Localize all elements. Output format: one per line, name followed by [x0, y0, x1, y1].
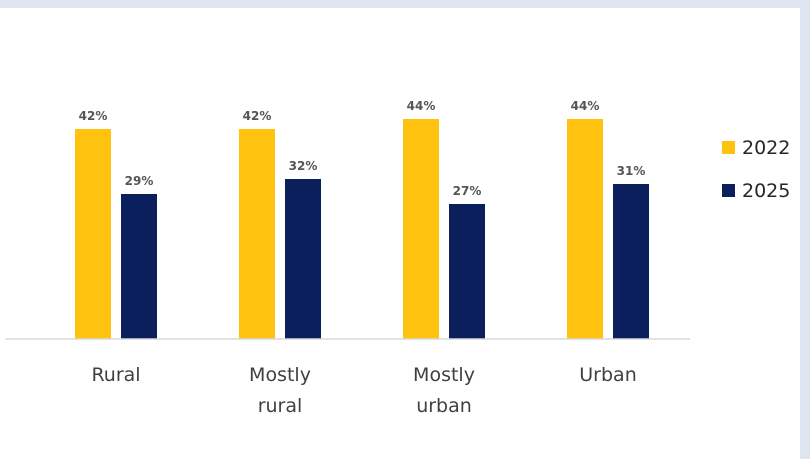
bar-2025-0: [121, 194, 157, 339]
data-label-2025-0: 29%: [125, 174, 154, 188]
legend-label-2022: 2022: [742, 137, 790, 159]
legend-swatch-2022: [722, 141, 735, 154]
bar-2025-3: [613, 184, 649, 339]
data-label-2025-3: 31%: [617, 164, 646, 178]
data-label-2025-1: 32%: [289, 159, 318, 173]
bar-2022-2: [403, 119, 439, 339]
category-label-2-1: urban: [416, 395, 472, 417]
bar-2022-1: [239, 129, 275, 339]
chart-frame: 42% 29% Rural 42% 32% Mostly rural 44% 27% Mostly…: [0, 8, 800, 459]
legend: 2022 2025: [722, 137, 790, 202]
data-label-2022-2: 44%: [407, 99, 436, 113]
bar-2025-2: [449, 204, 485, 339]
category-label-1-0: Mostly: [249, 364, 311, 386]
category-label-2-0: Mostly: [413, 364, 475, 386]
category-label-0-0: Rural: [91, 364, 140, 386]
bar-2022-0: [75, 129, 111, 339]
category-label-1-1: rural: [258, 395, 303, 417]
bar-2022-3: [567, 119, 603, 339]
data-label-2022-0: 42%: [79, 109, 108, 123]
bar-chart: 42% 29% Rural 42% 32% Mostly rural 44% 27% Mostly…: [5, 99, 790, 417]
data-label-2022-3: 44%: [571, 99, 600, 113]
data-label-2022-1: 42%: [243, 109, 272, 123]
legend-label-2025: 2025: [742, 180, 790, 202]
category-label-3-0: Urban: [579, 364, 636, 386]
bar-2025-1: [285, 179, 321, 339]
data-label-2025-2: 27%: [453, 184, 482, 198]
legend-swatch-2025: [722, 184, 735, 197]
plot-area: 42% 29% Rural 42% 32% Mostly rural 44% 27% Mostly…: [75, 99, 649, 417]
